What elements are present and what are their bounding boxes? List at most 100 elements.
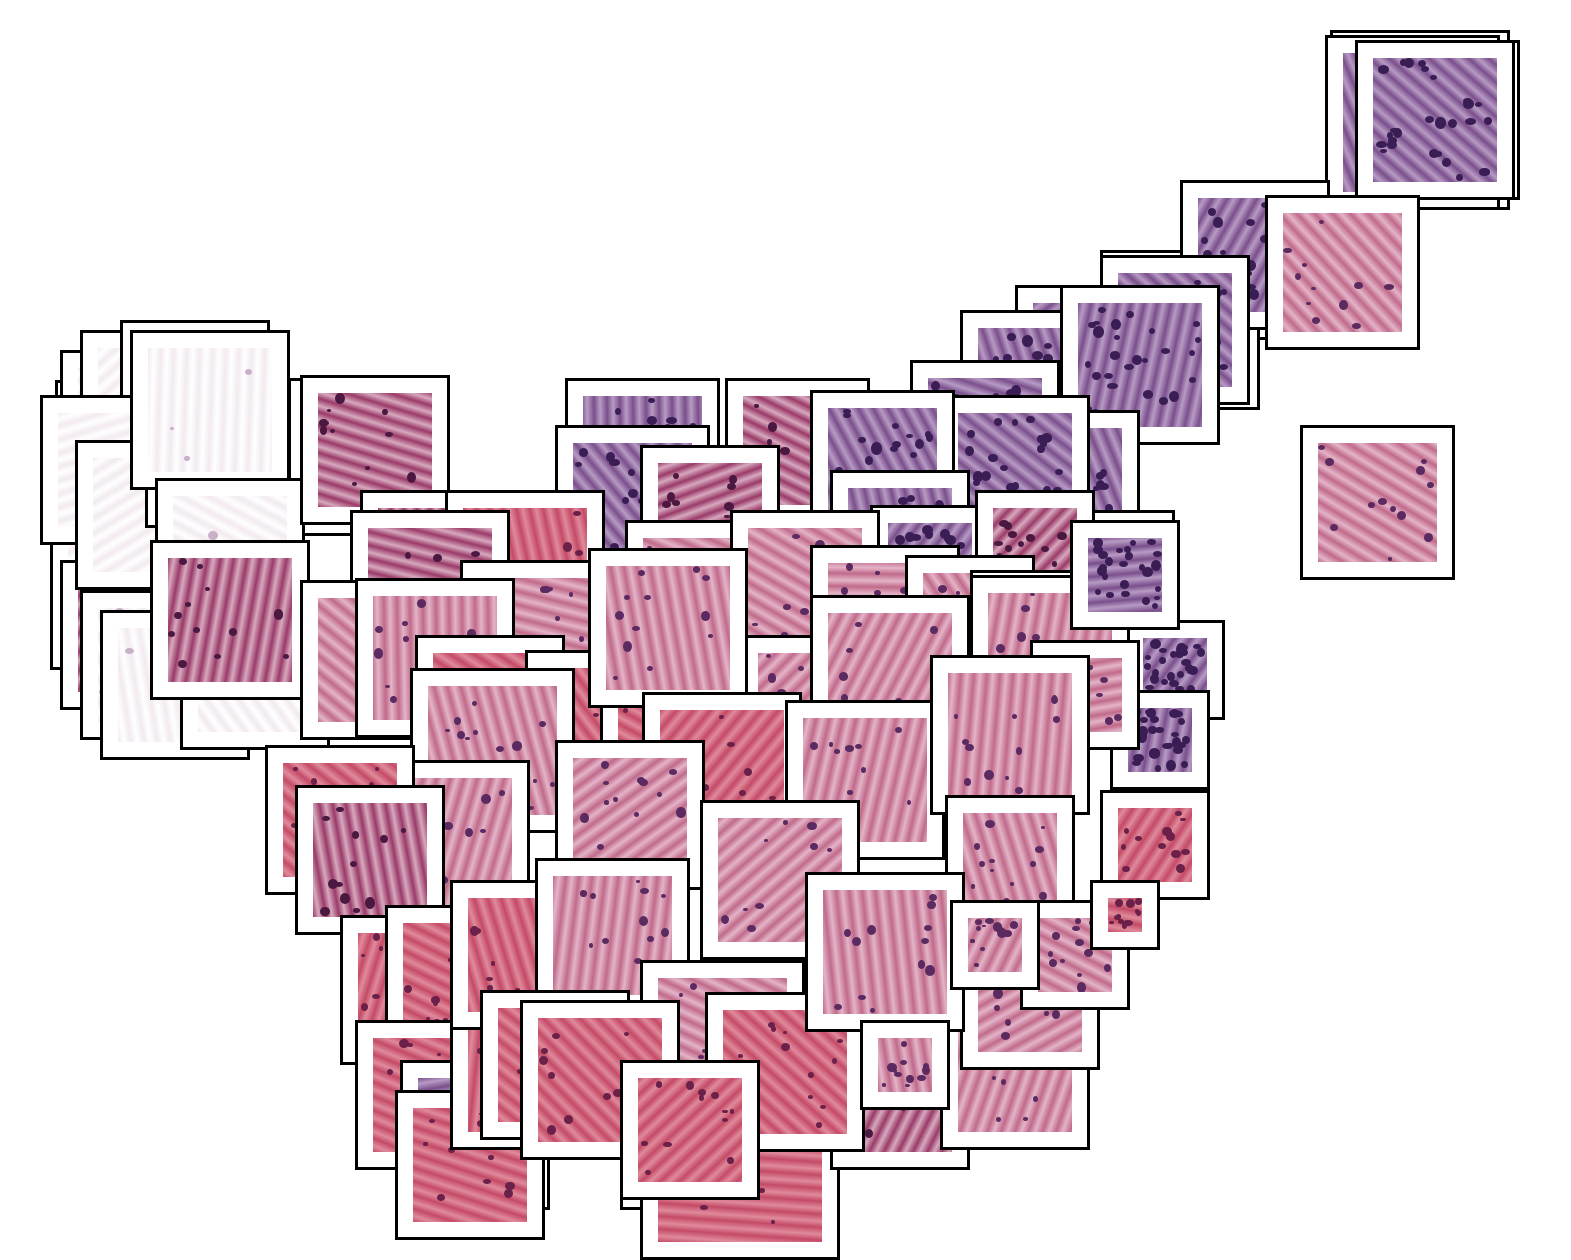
cell-nucleus <box>992 355 999 362</box>
cell-nucleus <box>698 1054 704 1059</box>
cell-nucleus <box>480 828 487 834</box>
cell-nucleus <box>910 451 918 459</box>
cell-nucleus <box>920 938 929 945</box>
cell-nucleus <box>1100 468 1108 477</box>
cell-nucleus <box>970 939 975 943</box>
cell-nucleus <box>782 820 789 825</box>
cell-nucleus <box>562 542 572 552</box>
cell-nucleus <box>596 843 605 851</box>
cell-nucleus <box>973 843 980 850</box>
cell-nucleus <box>1246 283 1256 290</box>
cell-nucleus <box>293 766 299 771</box>
cell-nucleus <box>1093 486 1100 491</box>
cell-nucleus <box>925 433 934 443</box>
cell-nucleus <box>1011 713 1017 719</box>
cell-nucleus <box>834 1003 843 1010</box>
cell-nucleus <box>1151 669 1159 678</box>
cell-nucleus <box>892 1069 897 1074</box>
cell-nucleus <box>926 900 936 910</box>
cell-nucleus <box>1168 391 1179 402</box>
cell-nucleus <box>378 946 384 951</box>
cell-nucleus <box>1006 482 1016 493</box>
cell-nucleus <box>809 741 818 750</box>
cell-nucleus <box>831 1058 837 1065</box>
cell-nucleus <box>603 780 609 785</box>
cell-nucleus <box>204 586 210 592</box>
cell-nucleus <box>330 428 336 433</box>
cell-nucleus <box>641 1140 648 1147</box>
cell-nucleus <box>782 604 792 610</box>
cell-nucleus <box>858 436 866 444</box>
cell-nucleus <box>465 737 470 741</box>
tissue-patch-tile <box>1355 40 1515 200</box>
cell-nucleus <box>1124 554 1131 561</box>
cell-nucleus <box>1040 440 1047 448</box>
cell-nucleus <box>1143 663 1152 670</box>
cell-nucleus <box>423 1141 428 1147</box>
cell-nucleus <box>184 602 191 607</box>
cell-nucleus <box>1142 566 1153 577</box>
cell-nucleus <box>453 716 461 725</box>
cell-nucleus <box>352 831 360 839</box>
cell-nucleus <box>1092 325 1104 338</box>
cell-nucleus <box>1423 533 1433 542</box>
cell-nucleus <box>389 695 397 704</box>
cell-nucleus <box>647 416 658 425</box>
tissue-patch-tile <box>805 872 965 1032</box>
tissue-patch-tile <box>1090 880 1160 950</box>
cell-nucleus <box>593 713 600 718</box>
cell-nucleus <box>416 599 427 609</box>
cell-nucleus <box>1135 898 1142 906</box>
cell-nucleus <box>498 790 506 797</box>
cell-nucleus <box>1141 597 1151 606</box>
cell-nucleus <box>939 529 950 540</box>
cell-nucleus <box>1005 1018 1012 1026</box>
cell-nucleus <box>1170 849 1181 859</box>
cell-nucleus <box>1220 289 1228 296</box>
cell-nucleus <box>924 964 935 976</box>
cell-nucleus <box>1387 557 1393 561</box>
cell-nucleus <box>807 1095 814 1099</box>
cell-nucleus <box>1103 372 1114 380</box>
cell-nucleus <box>1180 644 1188 651</box>
tissue-patch-tile <box>930 655 1090 815</box>
cell-nucleus <box>676 807 686 818</box>
cell-nucleus <box>1140 717 1148 724</box>
cell-nucleus <box>1015 747 1023 755</box>
histology-patch-stroma <box>1318 443 1437 562</box>
cell-nucleus <box>1057 532 1067 541</box>
cell-nucleus <box>1143 390 1154 399</box>
cell-nucleus <box>1325 458 1334 467</box>
cell-nucleus <box>1201 237 1208 245</box>
cell-nucleus <box>843 413 851 419</box>
cell-nucleus <box>1077 982 1087 992</box>
cell-nucleus <box>621 496 629 504</box>
cell-nucleus <box>722 1118 729 1123</box>
cell-nucleus <box>1378 65 1390 75</box>
cell-nucleus <box>754 403 759 408</box>
cell-nucleus <box>1097 566 1107 577</box>
cell-nucleus <box>923 925 932 932</box>
cell-nucleus <box>1153 551 1162 558</box>
cell-nucleus <box>170 426 175 431</box>
cell-nucleus <box>843 408 852 415</box>
cell-nucleus <box>661 927 669 937</box>
cell-nucleus <box>1145 684 1155 691</box>
cell-nucleus <box>1377 498 1387 506</box>
cell-nucleus <box>1041 545 1049 552</box>
histology-patch-muscle <box>1108 898 1142 932</box>
cell-nucleus <box>1088 665 1094 670</box>
cell-nucleus <box>336 807 344 813</box>
cell-nucleus <box>722 1109 728 1114</box>
cell-nucleus <box>569 592 574 597</box>
cell-nucleus <box>723 514 730 519</box>
cell-nucleus <box>685 1081 695 1090</box>
cell-nucleus <box>668 769 677 776</box>
cell-nucleus <box>1011 385 1022 397</box>
cell-nucleus <box>1052 561 1058 567</box>
cell-nucleus <box>984 918 995 925</box>
cell-nucleus <box>644 595 652 601</box>
cell-nucleus <box>1083 948 1094 957</box>
cell-nucleus <box>273 609 284 620</box>
cell-nucleus <box>726 482 736 490</box>
